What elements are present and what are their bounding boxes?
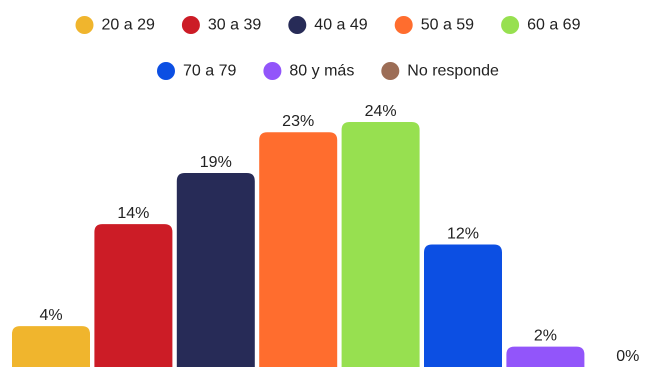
bar-group-70-a-79: 12% [424, 226, 502, 367]
legend-item-70-a-79: 70 a 79 [157, 62, 236, 80]
data-label: 24% [365, 103, 397, 120]
legend-swatch [75, 16, 94, 34]
legend-label: 80 y más [289, 63, 354, 80]
bar [94, 224, 173, 367]
legend-label: No responde [407, 63, 499, 80]
legend-label: 40 a 49 [314, 17, 367, 34]
bar-group-30-a-39: 14% [94, 205, 173, 367]
bar [506, 346, 585, 367]
legend-label: 70 a 79 [183, 63, 236, 80]
data-label: 23% [282, 113, 314, 130]
legend-label: 60 a 69 [527, 17, 580, 34]
legend-row: 70 a 79 80 y más No responde [157, 62, 499, 80]
legend-label: 20 a 29 [102, 17, 155, 34]
legend-swatch [381, 62, 400, 80]
legend-item-80-y-mas: 80 y más [263, 62, 354, 80]
legend-swatch [263, 62, 282, 80]
data-label: 0% [616, 348, 639, 365]
legend-item-50-a-59: 50 a 59 [394, 16, 474, 34]
bar [12, 326, 90, 367]
bar-group-20-a-29: 4% [12, 307, 90, 367]
legend-swatch [157, 62, 175, 80]
data-label: 19% [200, 154, 232, 171]
data-label: 14% [117, 205, 149, 222]
plot-area: 4% 14% 19% 23% 24% 12% 2% 0% [12, 103, 639, 367]
legend-item-no-responde: No responde [381, 62, 499, 80]
legend-label: 50 a 59 [421, 17, 474, 34]
bar-group-60-a-69: 24% [341, 103, 420, 367]
legend-label: 30 a 39 [208, 17, 261, 34]
bar-group-no-responde: 0% [616, 348, 639, 365]
bar [259, 132, 338, 367]
legend-item-20-a-29: 20 a 29 [75, 16, 155, 34]
legend-item-30-a-39: 30 a 39 [181, 16, 261, 34]
legend-item-40-a-49: 40 a 49 [288, 16, 368, 34]
bar [341, 122, 420, 367]
legend-swatch [288, 16, 307, 34]
data-label: 4% [39, 307, 62, 324]
legend-item-60-a-69: 60 a 69 [501, 16, 581, 34]
bar-group-50-a-59: 23% [259, 113, 338, 367]
legend-swatch [181, 16, 200, 34]
bar-group-80-y-mas: 2% [506, 328, 585, 367]
legend: 20 a 29 30 a 39 40 a 49 50 a 59 60 a 69 70 a … [75, 16, 581, 80]
data-label: 2% [534, 328, 557, 345]
data-label: 12% [447, 226, 479, 243]
bar [424, 244, 502, 367]
legend-row: 20 a 29 30 a 39 40 a 49 50 a 59 60 a 69 [75, 16, 581, 34]
legend-swatch [394, 16, 413, 34]
bar [176, 173, 255, 367]
legend-swatch [501, 16, 520, 34]
bar-group-40-a-49: 19% [176, 154, 255, 367]
